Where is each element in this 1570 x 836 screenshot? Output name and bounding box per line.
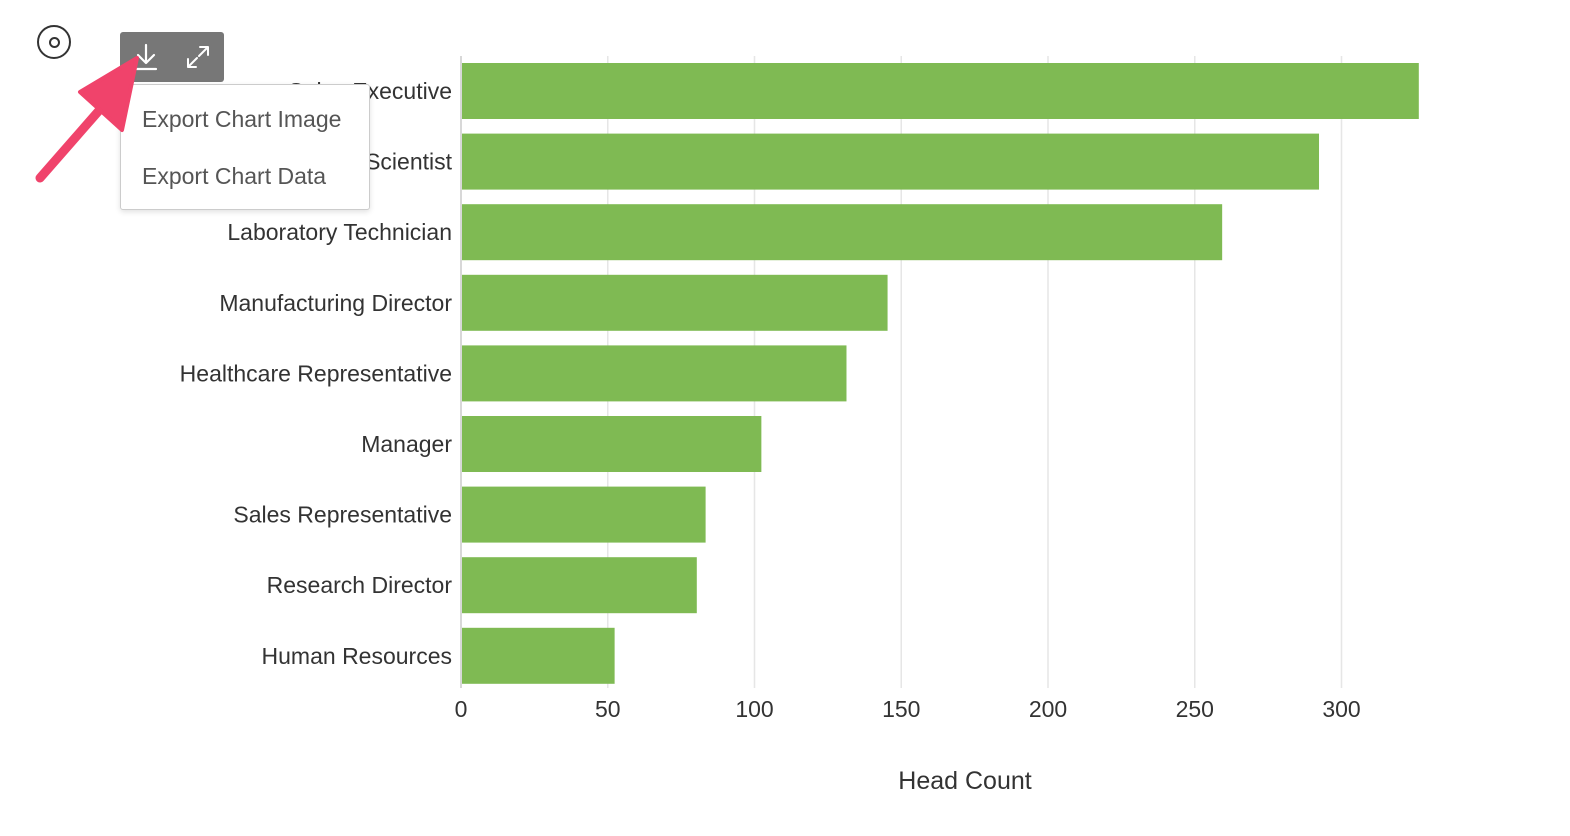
bar <box>462 416 762 472</box>
expand-button[interactable] <box>172 32 224 82</box>
category-label: Sales Representative <box>233 502 452 528</box>
category-label: Research Director <box>267 572 453 598</box>
x-tick-label: 250 <box>1176 696 1214 722</box>
x-tick-labels: 0 50 100 150 200 250 300 <box>455 696 1361 722</box>
x-tick-label: 300 <box>1322 696 1360 722</box>
export-chart-data-item[interactable]: Export Chart Data <box>142 163 327 189</box>
x-tick-label: 50 <box>595 696 621 722</box>
category-label: Laboratory Technician <box>227 219 452 245</box>
export-menu: Export Chart Image Export Chart Data <box>120 84 370 210</box>
x-axis-title: Head Count <box>898 767 1031 795</box>
category-label: Manager <box>361 431 452 457</box>
bar <box>462 204 1223 261</box>
bar <box>462 557 697 614</box>
settings-icon[interactable] <box>37 25 71 59</box>
download-button[interactable] <box>120 32 172 82</box>
x-tick-label: 150 <box>882 696 920 722</box>
x-tick-label: 100 <box>735 696 773 722</box>
bar <box>462 63 1419 119</box>
bar <box>462 133 1320 190</box>
bar <box>462 345 847 402</box>
category-label: Healthcare Representative <box>180 360 452 386</box>
export-chart-image-item[interactable]: Export Chart Image <box>142 106 342 132</box>
bar <box>462 274 888 331</box>
category-label: Human Resources <box>262 643 452 669</box>
expand-icon <box>187 46 209 68</box>
category-label: Manufacturing Director <box>219 290 452 316</box>
bar <box>462 627 615 684</box>
download-icon <box>134 43 158 71</box>
annotation-arrow <box>35 56 139 183</box>
x-tick-label: 200 <box>1029 696 1067 722</box>
bar <box>462 486 706 543</box>
bars <box>462 63 1419 684</box>
x-tick-label: 0 <box>455 696 468 722</box>
settings-icon-center <box>48 36 60 48</box>
